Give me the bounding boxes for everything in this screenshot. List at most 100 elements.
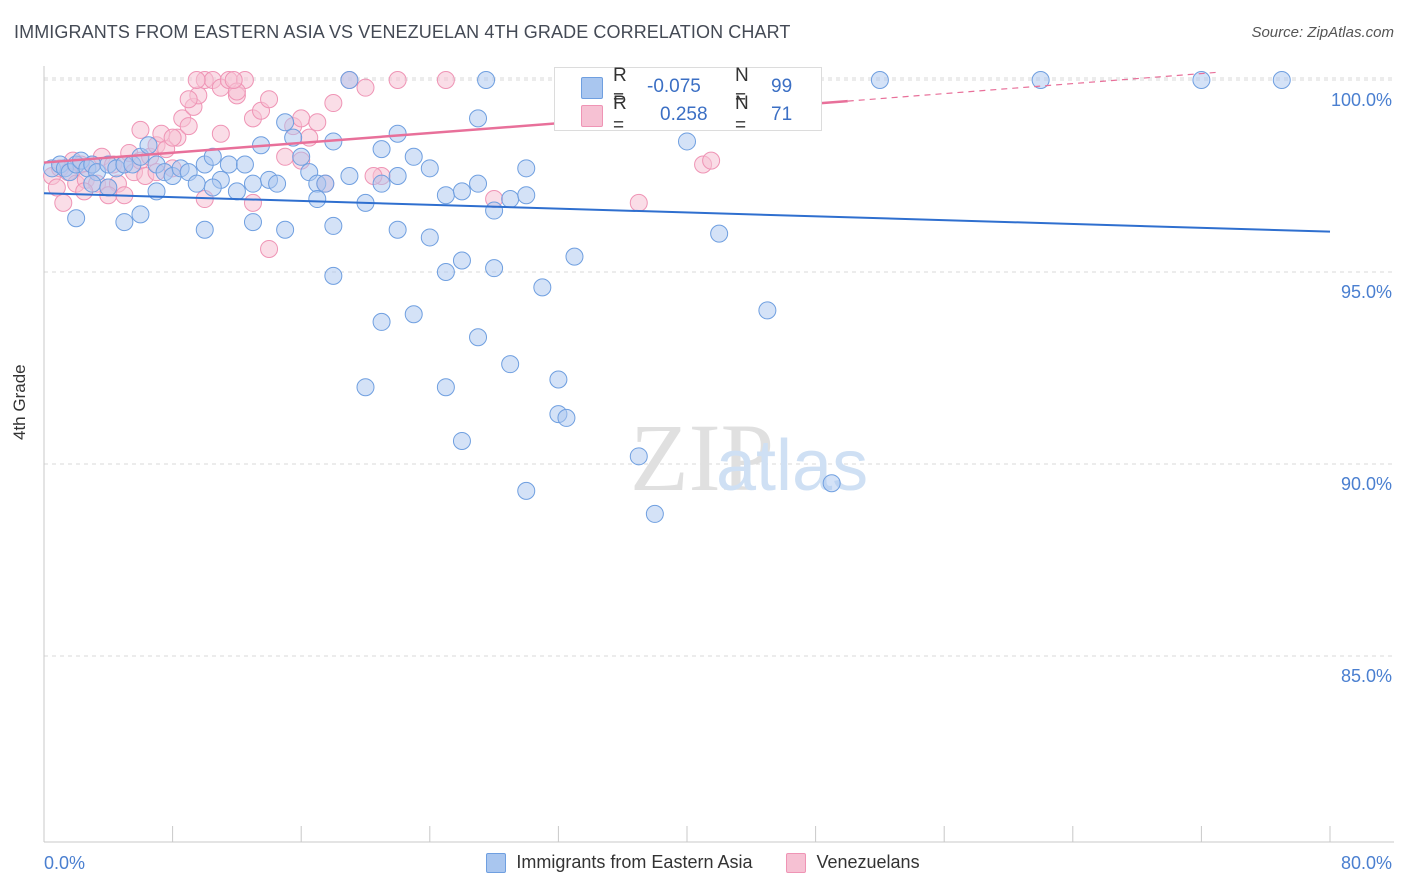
eastern-asia-point bbox=[517, 159, 536, 178]
stats-swatch-blue bbox=[581, 77, 603, 99]
eastern-asia-point bbox=[404, 305, 423, 324]
venezuelans-point bbox=[356, 78, 375, 97]
eastern-asia-point bbox=[420, 228, 439, 247]
stats-legend: R = -0.075 N = 99 R = 0.258 N = 71 bbox=[554, 65, 822, 136]
x-tick-label-min: 0.0% bbox=[44, 853, 85, 873]
eastern-asia-point bbox=[203, 147, 222, 166]
venezuelans-point bbox=[702, 151, 721, 170]
eastern-asia-point bbox=[645, 504, 664, 523]
eastern-asia-point bbox=[469, 174, 488, 193]
source-label: Source: ZipAtlas.com bbox=[1251, 24, 1394, 41]
eastern-asia-point bbox=[235, 155, 254, 174]
venezuelans-point bbox=[308, 113, 327, 132]
eastern-asia-point bbox=[436, 186, 455, 205]
eastern-asia-point bbox=[308, 190, 327, 209]
y-tick-label: 100.0% bbox=[1331, 90, 1392, 110]
eastern-asia-point bbox=[485, 201, 504, 220]
eastern-asia-point bbox=[469, 109, 488, 128]
eastern-asia-point bbox=[758, 301, 777, 320]
eastern-asia-point bbox=[372, 140, 391, 159]
legend-label-venezuelans: Venezuelans bbox=[816, 852, 920, 872]
eastern-asia-point bbox=[452, 431, 471, 450]
stats-n-value-pink: 71 bbox=[771, 104, 793, 125]
eastern-asia-point bbox=[501, 355, 520, 374]
eastern-asia-point bbox=[227, 182, 246, 201]
venezuelans-point bbox=[388, 71, 407, 89]
eastern-asia-point bbox=[1272, 71, 1291, 89]
y-tick-label: 95.0% bbox=[1341, 282, 1392, 302]
eastern-asia-point bbox=[67, 209, 86, 228]
y-axis-label: 4th Grade bbox=[10, 364, 29, 440]
eastern-asia-points bbox=[43, 71, 1291, 523]
eastern-asia-point bbox=[517, 481, 536, 500]
eastern-asia-point bbox=[710, 224, 729, 243]
venezuelans-point bbox=[292, 109, 311, 128]
legend-swatch-blue bbox=[486, 852, 507, 873]
eastern-asia-point bbox=[549, 370, 568, 389]
chart-title: IMMIGRANTS FROM EASTERN ASIA VS VENEZUEL… bbox=[14, 22, 791, 42]
eastern-asia-point bbox=[131, 205, 150, 224]
stats-n-label-pink: N = bbox=[735, 93, 749, 136]
eastern-asia-point bbox=[452, 251, 471, 270]
x-tick-label-max: 80.0% bbox=[1341, 853, 1392, 873]
stats-swatch-pink bbox=[581, 105, 603, 127]
eastern-asia-point bbox=[340, 167, 359, 185]
venezuelans-point bbox=[187, 71, 206, 89]
eastern-asia-point bbox=[356, 378, 375, 397]
eastern-asia-point bbox=[203, 178, 222, 197]
eastern-asia-point bbox=[284, 128, 303, 147]
eastern-asia-point bbox=[276, 113, 295, 132]
venezuelans-point bbox=[179, 90, 198, 109]
eastern-asia-point bbox=[340, 71, 359, 89]
eastern-asia-point bbox=[533, 278, 552, 297]
eastern-asia-point bbox=[292, 147, 311, 166]
venezuelans-point bbox=[211, 124, 230, 143]
eastern-asia-point bbox=[187, 174, 206, 193]
y-tick-label: 90.0% bbox=[1341, 474, 1392, 494]
stats-r-label-blue: R = bbox=[613, 65, 627, 108]
eastern-asia-point bbox=[243, 213, 262, 232]
venezuelans-point bbox=[243, 193, 262, 212]
eastern-asia-point bbox=[420, 159, 439, 178]
eastern-asia-point bbox=[517, 186, 536, 205]
eastern-asia-point bbox=[404, 147, 423, 166]
venezuelans-point bbox=[260, 90, 279, 109]
venezuelans-point bbox=[276, 147, 295, 166]
eastern-asia-point bbox=[388, 167, 407, 185]
venezuelans-point bbox=[436, 71, 455, 89]
eastern-asia-point bbox=[372, 174, 391, 193]
legend-item-eastern-asia[interactable]: Immigrants from Eastern Asia bbox=[486, 852, 752, 873]
eastern-asia-point bbox=[372, 312, 391, 331]
eastern-asia-point bbox=[219, 155, 238, 174]
eastern-asia-point bbox=[243, 174, 262, 193]
eastern-asia-point bbox=[83, 174, 102, 193]
eastern-asia-point bbox=[557, 408, 576, 427]
legend-item-venezuelans[interactable]: Venezuelans bbox=[786, 852, 920, 873]
legend-label-eastern-asia: Immigrants from Eastern Asia bbox=[516, 852, 753, 872]
eastern-asia-point bbox=[485, 259, 504, 278]
eastern-asia-point bbox=[139, 136, 158, 155]
stats-r-value-blue: -0.075 bbox=[647, 76, 701, 97]
stats-n-value-blue: 99 bbox=[771, 76, 793, 97]
stats-r-label-pink: R = bbox=[613, 93, 627, 136]
eastern-asia-point bbox=[870, 71, 889, 89]
venezuelans-point bbox=[179, 117, 198, 136]
eastern-asia-point bbox=[477, 71, 496, 89]
eastern-asia-point bbox=[436, 378, 455, 397]
stats-r-value-pink: 0.258 bbox=[660, 104, 708, 125]
eastern-asia-point bbox=[268, 174, 287, 193]
venezuelans-point bbox=[324, 94, 343, 113]
eastern-asia-point bbox=[324, 216, 343, 235]
venezuelans-point bbox=[224, 71, 243, 89]
eastern-asia-point bbox=[276, 220, 295, 239]
eastern-asia-point bbox=[115, 213, 134, 232]
eastern-asia-point bbox=[436, 263, 455, 281]
y-tick-label: 85.0% bbox=[1341, 666, 1392, 686]
y-tick-labels: 85.0% 90.0% 95.0% 100.0% bbox=[1331, 90, 1392, 686]
eastern-asia-point bbox=[99, 178, 118, 197]
stats-n-label-blue: N = bbox=[735, 65, 749, 108]
eastern-asia-point bbox=[452, 182, 471, 201]
venezuelans-point bbox=[47, 178, 66, 197]
watermark-atlas: atlas bbox=[716, 426, 868, 506]
eastern-asia-point bbox=[822, 474, 841, 493]
